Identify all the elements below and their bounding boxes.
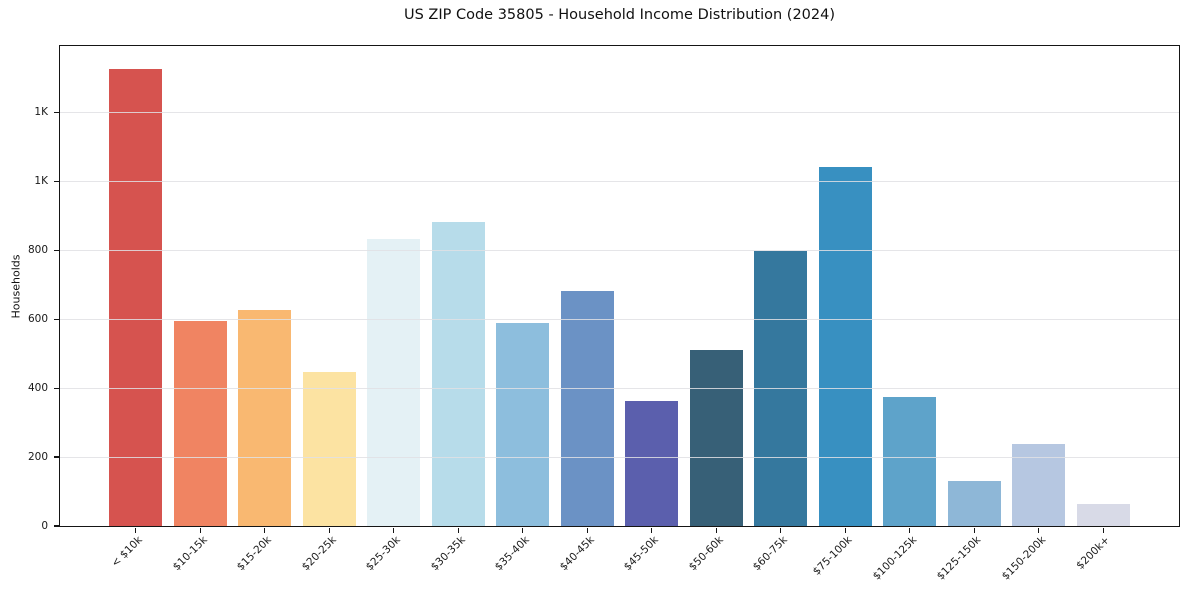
x-tick-label: $45-50k <box>621 534 661 574</box>
x-tick-mark <box>328 527 330 533</box>
x-tick-mark <box>1038 527 1040 533</box>
y-tick-mark <box>53 387 59 389</box>
bar-$125-150k <box>947 480 1001 526</box>
bar-$45-50k <box>625 400 679 526</box>
x-tick-mark <box>393 527 395 533</box>
bar-$60-75k <box>754 250 808 526</box>
chart-title: US ZIP Code 35805 - Household Income Dis… <box>403 7 836 23</box>
bar-$50-60k <box>689 350 743 526</box>
y-tick-label: 200 <box>27 451 48 464</box>
x-tick-mark <box>844 527 846 533</box>
x-tick-label: $10-15k <box>170 534 210 574</box>
bar-$10-15k <box>173 320 227 526</box>
bar-$20-25k <box>302 371 356 526</box>
x-tick-mark <box>135 527 137 533</box>
gridline-1K <box>60 180 1179 182</box>
bar-$75-100k <box>818 166 872 526</box>
gridline-600 <box>60 318 1179 320</box>
y-tick-mark <box>53 111 59 114</box>
x-tick-mark <box>909 527 911 533</box>
y-tick-label: 400 <box>27 382 48 395</box>
y-tick-label: 1K <box>34 175 48 188</box>
x-tick-mark <box>651 527 653 533</box>
plot-area: 0 200 400 600 800 1K 1K < $10k $10-15k $15-20k $20… <box>28 45 1180 583</box>
y-tick-mark <box>53 456 59 458</box>
y-tick-label: 800 <box>27 244 48 257</box>
x-tick-mark <box>199 527 201 533</box>
y-tick-mark <box>53 180 59 183</box>
bar-$15-20k <box>238 309 292 526</box>
y-tick-label: 1K <box>34 106 48 119</box>
bar-$40-45k <box>560 290 614 526</box>
x-tick-mark <box>586 527 588 533</box>
gridline-1K <box>60 111 1179 113</box>
bar-$200k+ <box>1076 503 1130 526</box>
x-tick-label: $30-35k <box>428 534 468 574</box>
x-tick-mark <box>715 527 717 533</box>
x-tick-label: $75-100k <box>810 534 855 579</box>
x-tick-mark <box>780 527 782 533</box>
x-tick-label: $100-125k <box>870 534 919 583</box>
bar-< $10k <box>109 69 163 526</box>
x-tick-label: $150-200k <box>999 534 1048 583</box>
bar-$30-35k <box>431 222 485 526</box>
x-tick-label: $200k+ <box>1074 534 1113 573</box>
x-tick-mark <box>522 527 524 533</box>
bar-$150-200k <box>1012 443 1066 526</box>
y-tick-mark <box>53 318 59 320</box>
bar-$35-40k <box>496 322 550 526</box>
x-tick-label: $40-45k <box>557 534 597 574</box>
bar-$25-30k <box>367 238 421 526</box>
x-tick-label: $125-150k <box>934 534 984 583</box>
x-tick-mark <box>264 527 266 533</box>
y-axis-title: Households <box>9 254 23 318</box>
x-tick-mark <box>973 527 975 533</box>
y-tick-mark <box>53 525 59 527</box>
x-tick-label: < $10k <box>109 534 145 570</box>
gridline-800 <box>60 249 1179 251</box>
y-tick-label: 600 <box>27 313 48 326</box>
gridline-400 <box>60 387 1179 389</box>
x-tick-mark <box>457 527 459 533</box>
gridline-200 <box>60 456 1179 458</box>
x-tick-label: $25-30k <box>363 534 403 574</box>
x-tick-label: $50-60k <box>686 534 726 574</box>
x-tick-label: $15-20k <box>234 534 274 574</box>
y-tick-label: 0 <box>41 520 48 532</box>
x-tick-label: $35-40k <box>492 534 532 574</box>
x-tick-label: $60-75k <box>750 534 790 574</box>
y-tick-mark <box>53 249 59 251</box>
x-tick-label: $20-25k <box>299 534 339 574</box>
x-tick-mark <box>1102 527 1104 533</box>
bar-$100-125k <box>883 396 937 526</box>
